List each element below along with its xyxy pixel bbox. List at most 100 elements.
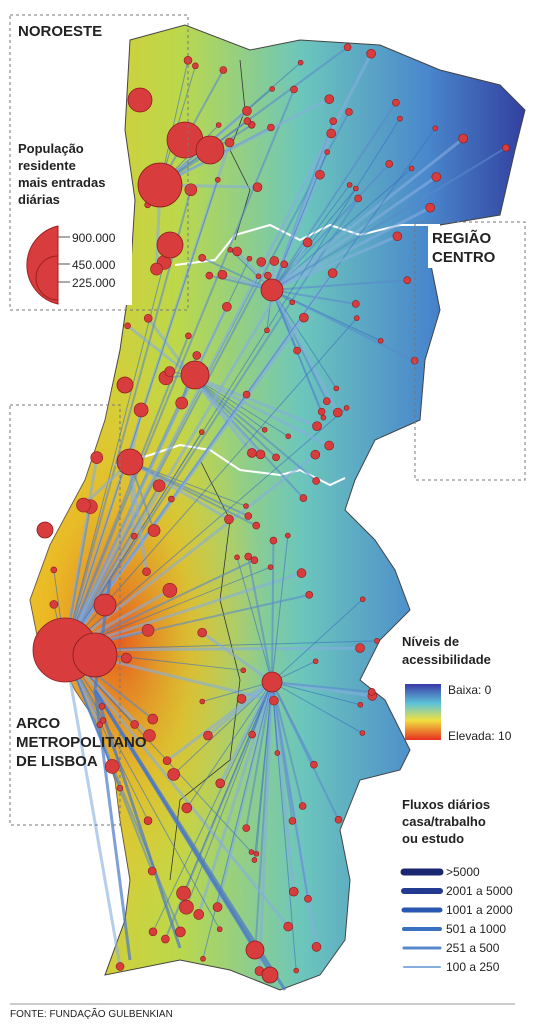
- flow-class-label: 100 a 250: [446, 960, 500, 974]
- region-box: [9, 14, 189, 311]
- population-circle: [72, 632, 118, 678]
- flow-line: [206, 680, 273, 737]
- population-circle: [296, 568, 307, 578]
- flow-line: [202, 681, 273, 959]
- population-circle: [377, 337, 384, 344]
- population-circle: [175, 926, 186, 938]
- region-box: [414, 221, 526, 481]
- flow-class-label: >5000: [446, 865, 480, 879]
- population-circle: [93, 593, 117, 617]
- population-circle: [141, 623, 155, 637]
- legend-title: Fluxos diários: [402, 797, 490, 812]
- flow-line: [159, 97, 330, 187]
- population-circle: [234, 554, 240, 561]
- population-circle: [104, 759, 120, 774]
- flow-line: [271, 137, 465, 292]
- flow-line: [64, 453, 317, 652]
- region-label: DE LISBOA: [16, 753, 98, 770]
- population-circle: [324, 94, 335, 104]
- population-circle: [343, 43, 352, 52]
- population-circle: [253, 850, 260, 857]
- population-circle: [199, 698, 206, 705]
- flow-line: [271, 206, 431, 292]
- population-circle: [224, 137, 235, 148]
- population-circle: [124, 322, 131, 330]
- color-ramp: [405, 684, 441, 740]
- population-circle: [355, 643, 365, 653]
- population-circle: [246, 255, 253, 262]
- population-circle: [150, 262, 163, 276]
- population-circle: [299, 494, 308, 502]
- flow-line: [271, 279, 408, 291]
- population-circle: [354, 194, 362, 203]
- region-boundary: [174, 223, 440, 266]
- population-circle: [324, 149, 330, 155]
- population-circle: [367, 688, 376, 696]
- population-circle: [302, 237, 313, 248]
- size-swatch: [35, 255, 59, 301]
- flow-line: [185, 681, 273, 908]
- population-circle: [299, 312, 309, 323]
- population-circle: [332, 407, 343, 418]
- population-circle: [261, 966, 279, 984]
- flow-line: [147, 317, 192, 376]
- population-circle: [243, 117, 252, 125]
- population-circle: [397, 115, 403, 122]
- population-circle: [261, 671, 283, 693]
- population-circle: [312, 658, 319, 665]
- population-circle: [345, 108, 353, 116]
- population-circle: [288, 817, 297, 825]
- ramp-label: Elevada: 10: [448, 729, 512, 743]
- legend-title: diárias: [18, 192, 60, 207]
- flow-line: [189, 373, 330, 447]
- flow-line: [189, 373, 318, 428]
- population-circle: [156, 231, 184, 259]
- flow-legend: >5000 2001 a 5000 1001 a 2000 501 a 1000 251…: [400, 865, 513, 974]
- population-circle: [217, 269, 228, 280]
- population-circle: [392, 231, 403, 242]
- population-circle: [293, 346, 301, 355]
- population-circle: [227, 247, 234, 253]
- population-circle: [285, 433, 292, 440]
- population-circle: [162, 756, 172, 765]
- flow-line: [64, 649, 182, 933]
- population-circle: [49, 600, 59, 609]
- flow-class-label: 1001 a 2000: [446, 903, 513, 917]
- population-circle: [116, 376, 134, 394]
- population-circle: [216, 926, 223, 933]
- flow-line: [271, 540, 275, 683]
- region-label: REGIÃO: [432, 229, 492, 247]
- population-circle: [312, 421, 322, 431]
- size-label: 450.000: [72, 258, 116, 272]
- region-label: CENTRO: [432, 249, 496, 266]
- population-circle: [152, 479, 166, 492]
- population-circle: [403, 276, 412, 284]
- population-circle: [243, 503, 249, 509]
- population-circle: [326, 128, 337, 139]
- population-circle: [392, 98, 400, 107]
- population-circle: [256, 257, 267, 267]
- flow-line: [63, 53, 373, 651]
- population-circle: [264, 327, 270, 334]
- flow-line: [63, 241, 309, 651]
- population-circle: [98, 703, 106, 710]
- population-circle: [305, 591, 314, 599]
- population-circle: [219, 66, 228, 74]
- legend-title: Níveis de: [402, 634, 459, 649]
- population-circle: [264, 271, 272, 280]
- population-circle: [203, 730, 213, 741]
- region-label: ARCO: [16, 715, 60, 732]
- population-circle: [353, 315, 360, 321]
- population-circle: [289, 299, 296, 306]
- population-circle: [260, 278, 284, 302]
- population-circle: [261, 426, 268, 433]
- flow-line: [245, 681, 273, 829]
- population-circle: [248, 730, 256, 739]
- legend-title: ou estudo: [402, 831, 464, 846]
- population-circle: [192, 351, 202, 360]
- legend-title: População: [18, 141, 84, 156]
- flow-line: [247, 556, 273, 683]
- flow-line: [218, 681, 274, 785]
- flow-line: [93, 689, 132, 961]
